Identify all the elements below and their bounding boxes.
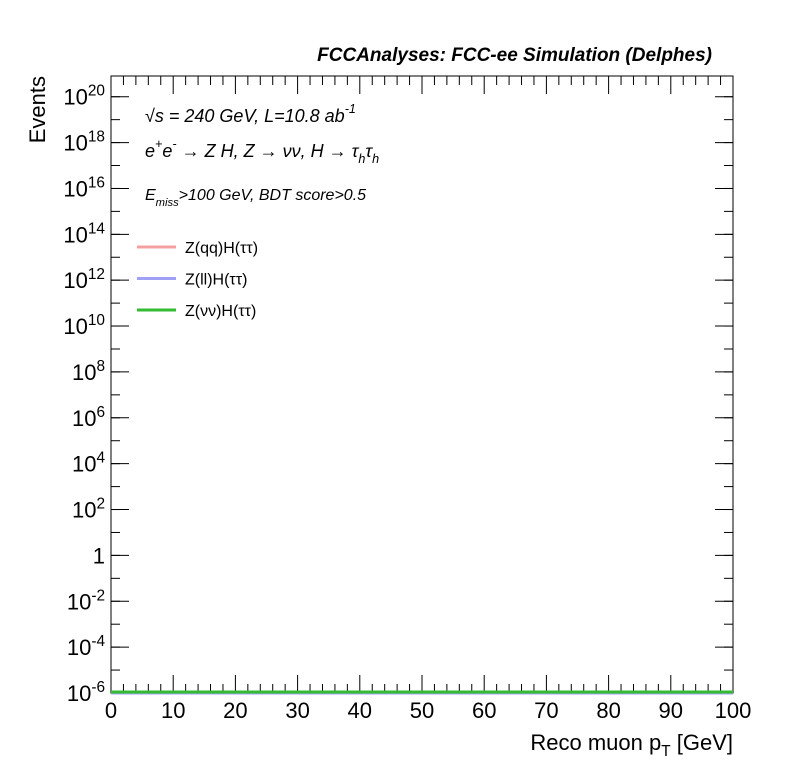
y-tick-label: 102	[72, 496, 105, 523]
y-axis-label: Events	[25, 76, 50, 143]
y-tick-label: 1020	[63, 83, 105, 110]
x-tick-label: 40	[348, 698, 372, 723]
y-tick-label: 104	[72, 450, 105, 477]
x-tick-label: 60	[472, 698, 496, 723]
legend-label: Z(qq)H(ττ)	[185, 240, 258, 257]
y-tick-label: 1014	[63, 220, 105, 247]
y-tick-label: 10-6	[67, 679, 105, 706]
x-tick-label: 80	[596, 698, 620, 723]
annotation: e+e- → Z H, Z → νν, H → τhτh	[145, 137, 379, 166]
chart-title: FCCAnalyses: FCC-ee Simulation (Delphes)	[317, 45, 712, 66]
y-tick-label: 1012	[63, 266, 105, 293]
x-tick-label: 70	[534, 698, 558, 723]
x-tick-label: 100	[715, 698, 752, 723]
legend-label: Z(ll)H(ττ)	[185, 272, 247, 289]
y-tick-label: 1018	[63, 129, 105, 156]
y-tick-label: 1	[93, 543, 105, 568]
legend-label: Z(νν)H(ττ)	[185, 303, 256, 320]
x-tick-label: 10	[161, 698, 185, 723]
x-tick-label: 20	[223, 698, 247, 723]
y-tick-label: 10-4	[67, 633, 106, 660]
y-tick-label: 1016	[63, 174, 105, 201]
x-axis-label: Reco muon pT [GeV]	[530, 730, 733, 760]
annotation: √s = 240 GeV, L=10.8 ab-1	[145, 102, 356, 126]
x-tick-label: 30	[285, 698, 309, 723]
x-tick-label: 0	[105, 698, 117, 723]
y-tick-label: 10-2	[67, 587, 105, 614]
y-tick-label: 108	[72, 358, 105, 385]
x-tick-label: 50	[410, 698, 434, 723]
annotation: Emiss>100 GeV, BDT score>0.5	[145, 187, 366, 209]
y-tick-label: 106	[72, 404, 105, 431]
x-tick-label: 90	[659, 698, 683, 723]
y-tick-label: 1010	[63, 312, 105, 339]
